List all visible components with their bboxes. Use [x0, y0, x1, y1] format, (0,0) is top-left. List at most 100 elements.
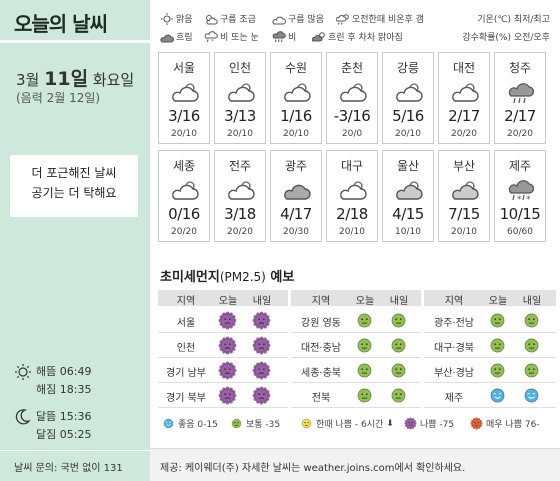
normal-face-icon	[231, 418, 242, 429]
city-rain-prob: 20/30	[283, 227, 309, 237]
city-temp: 0/16	[168, 205, 200, 223]
legend-label: 구름 조금	[220, 15, 256, 25]
city-temp: 7/15	[448, 205, 480, 223]
overcast-icon	[160, 34, 174, 42]
city-temp: 4/15	[392, 205, 424, 223]
dust-region: 제주	[444, 393, 464, 404]
dust-legend-very-bad: 매우 나쁨 76-	[470, 417, 540, 430]
city-temp: 4/17	[280, 205, 312, 223]
city-rain-prob: 20/10	[171, 129, 197, 139]
dust-column: 지역 오늘 내일 서울 인천 경기 남부 경기 북부	[158, 290, 288, 408]
moonrise-time: 달뜸 15:36	[36, 410, 92, 423]
weather-icon	[284, 184, 311, 200]
headline-box: 더 포근해진 날씨 공기는 더 탁해요	[10, 155, 138, 217]
legend-label: 오전한때 비온후 갬	[352, 15, 424, 25]
dust-header-region: 지역	[176, 296, 196, 307]
dust-header-today: 오늘	[488, 296, 508, 307]
legend-item: 맑음	[160, 12, 193, 25]
dust-header-region: 지역	[444, 296, 464, 307]
dust-region: 부산·경남	[434, 368, 474, 379]
morning-rain-then-clear-icon	[336, 13, 349, 25]
dust-title-paren: (PM2.5)	[219, 270, 266, 284]
city-name: 제주	[508, 159, 532, 173]
city-name: 청주	[508, 61, 532, 75]
legend-item: 흐린 후 차차 맑아짐	[312, 30, 403, 43]
city-temp: 3/13	[224, 107, 256, 125]
legend-label: 흐린 후 차차 맑아짐	[328, 33, 403, 43]
dust-header-region: 지역	[311, 296, 331, 307]
city-name: 춘천	[340, 61, 364, 75]
dust-row: 세종·충북	[291, 358, 421, 383]
dust-row: 전북	[291, 383, 421, 408]
date-day: 11일	[44, 68, 89, 90]
dust-legend-label: 보통 -35	[246, 420, 281, 430]
city-temp: 10/15	[499, 205, 541, 223]
city-name: 대구	[340, 159, 364, 173]
city-card: 울산 4/15 10/10	[382, 150, 434, 242]
dust-header-tomorrow: 내일	[522, 296, 542, 307]
dust-table: 지역 오늘 내일 서울 인천 경기 남부 경기 북부 지역 오늘 내일 강원 영…	[158, 290, 556, 410]
svg-text:*: *	[211, 39, 214, 43]
moon-icon	[15, 409, 31, 425]
weather-icon	[508, 83, 535, 104]
dust-region: 세종·충북	[301, 368, 341, 379]
city-name: 대전	[452, 61, 476, 75]
weather-icon	[340, 181, 367, 200]
down-arrow-icon: ⬇	[386, 418, 394, 429]
city-temp: 5/16	[392, 107, 424, 125]
legend-label: 비 또는 눈	[220, 33, 259, 43]
legend-item: * 비 또는 눈	[204, 30, 259, 43]
city-name: 서울	[172, 61, 196, 75]
dust-legend-good: 좋음 0-15	[162, 417, 218, 430]
city-rain-prob: 20/20	[171, 227, 197, 237]
city-rain-prob: 20/10	[339, 227, 365, 237]
temp-note: 기온(℃) 최저/최고	[477, 15, 550, 25]
city-rain-prob: 20/10	[451, 227, 477, 237]
city-rain-prob: 20/0	[341, 129, 363, 139]
weather-icon	[396, 181, 423, 200]
city-name: 세종	[172, 159, 196, 173]
legend-item: 흐림	[160, 30, 193, 43]
temporary-bad-face-icon	[301, 418, 312, 429]
dust-column: 지역 오늘 내일 강원 영동 대전·충남 세종·충북 전북	[291, 290, 421, 408]
legend-label: 구름 많음	[288, 15, 324, 25]
title-divider	[0, 40, 150, 43]
dust-row: 대전·충남	[291, 333, 421, 358]
dust-header-today: 오늘	[355, 296, 375, 307]
dust-row: 제주	[424, 383, 556, 408]
date-month: 3월	[16, 71, 40, 89]
dust-region: 경기 남부	[166, 368, 206, 379]
rain-icon	[272, 30, 286, 42]
city-name: 인천	[228, 61, 252, 75]
legend-item: 구름 조금	[204, 12, 256, 25]
city-card: 대구 2/18 20/10	[326, 150, 378, 242]
dust-region: 서울	[176, 318, 196, 329]
city-card: 광주 4/17 20/30	[270, 150, 322, 242]
dust-row: 광주·전남	[424, 308, 556, 333]
date-line: 3월 11일 화요일	[16, 64, 134, 91]
city-name: 수원	[284, 61, 308, 75]
weather-legend: 맑음 구름 조금 구름 많음 오전한때 비온후 갬 흐림 * 비 또는 눈 비 …	[160, 10, 552, 46]
city-rain-prob: 20/10	[395, 129, 421, 139]
city-card: 제주 * * 10/15 60/60	[494, 150, 546, 242]
clear-icon	[161, 12, 173, 25]
city-rain-prob: 20/10	[227, 129, 253, 139]
dust-region: 광주·전남	[434, 318, 474, 329]
good-face-icon	[163, 418, 174, 429]
dust-region: 인천	[176, 343, 196, 354]
page-title: 오늘의 날씨	[14, 12, 108, 36]
dust-row: 인천	[158, 333, 288, 358]
weather-icon	[172, 181, 199, 200]
dust-row: 경기 남부	[158, 358, 288, 383]
dust-header-tomorrow: 내일	[252, 296, 272, 307]
dust-title-main: 초미세먼지	[160, 270, 220, 285]
headline-line-1: 더 포근해진 날씨	[31, 166, 117, 180]
dust-legend-label: 나쁨 -75	[420, 420, 455, 430]
legend-item: 비	[272, 30, 296, 43]
dust-title-suffix: 예보	[265, 270, 295, 285]
moonset-time: 달짐 05:25	[36, 428, 92, 441]
city-card: 청주 2/17 20/20	[494, 52, 546, 144]
dust-region: 대구·경북	[434, 343, 474, 354]
sun-icon	[15, 364, 31, 380]
legend-item: 구름 많음	[272, 12, 324, 25]
